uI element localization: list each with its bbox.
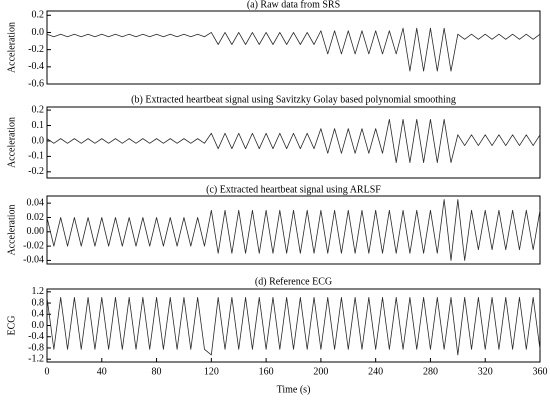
panel-title: (d) Reference ECG bbox=[255, 276, 332, 287]
x-tick-label: 240 bbox=[368, 366, 383, 377]
plot-frame bbox=[46, 106, 541, 179]
y-tick-label: 0.4 bbox=[32, 309, 45, 320]
x-tick-label: 360 bbox=[533, 366, 548, 377]
panel-title: (b) Extracted heartbeat signal using Sav… bbox=[131, 94, 456, 105]
plot-frame bbox=[46, 288, 541, 363]
signal-line bbox=[46, 27, 541, 72]
y-tick-label: -0.4 bbox=[28, 61, 44, 72]
x-axis-label: Time (s) bbox=[277, 384, 311, 395]
y-tick-label: -0.6 bbox=[28, 78, 44, 89]
signal-line bbox=[46, 199, 541, 261]
y-tick-label: 0.00 bbox=[27, 226, 45, 237]
y-tick-label: 0.2 bbox=[32, 10, 45, 21]
y-tick-label: 0.2 bbox=[32, 104, 45, 115]
y-tick-label: -0.2 bbox=[28, 166, 44, 177]
y-tick-label: 0.8 bbox=[32, 297, 45, 308]
plot-frame bbox=[46, 195, 541, 265]
x-tick-label: 200 bbox=[313, 366, 328, 377]
y-tick-label: -0.02 bbox=[23, 240, 44, 251]
y-tick-label: -0.04 bbox=[23, 255, 44, 266]
y-tick-label: 0.0 bbox=[32, 135, 45, 146]
y-tick-label: -0.1 bbox=[28, 151, 44, 162]
y-axis-label: Acceleration bbox=[6, 204, 17, 255]
y-axis-label: ECG bbox=[6, 316, 17, 336]
x-tick-label: 120 bbox=[204, 366, 219, 377]
y-tick-label: 0.0 bbox=[32, 27, 45, 38]
x-tick-label: 160 bbox=[259, 366, 274, 377]
x-tick-label: 320 bbox=[478, 366, 493, 377]
plot-frame bbox=[46, 10, 541, 85]
y-axis-label: Acceleration bbox=[6, 22, 17, 73]
signal-line bbox=[46, 118, 541, 163]
y-tick-label: 1.2 bbox=[32, 286, 45, 297]
y-tick-label: 0.02 bbox=[27, 212, 45, 223]
signal-line bbox=[46, 297, 541, 356]
panel-title: (a) Raw data from SRS bbox=[247, 0, 340, 10]
y-tick-label: -1.2 bbox=[28, 353, 44, 364]
y-axis-label: Acceleration bbox=[6, 117, 17, 168]
x-tick-label: 280 bbox=[423, 366, 438, 377]
x-tick-label: 40 bbox=[97, 366, 107, 377]
y-tick-label: 0.0 bbox=[32, 320, 45, 331]
y-tick-label: 0.04 bbox=[27, 197, 45, 208]
y-tick-label: 0.1 bbox=[32, 120, 45, 131]
y-tick-label: -0.8 bbox=[28, 342, 44, 353]
panel-title: (c) Extracted heartbeat signal using ARL… bbox=[206, 184, 381, 195]
x-tick-label: 80 bbox=[152, 366, 162, 377]
y-tick-label: -0.4 bbox=[28, 331, 44, 342]
y-tick-label: -0.2 bbox=[28, 44, 44, 55]
x-tick-label: 0 bbox=[45, 366, 50, 377]
